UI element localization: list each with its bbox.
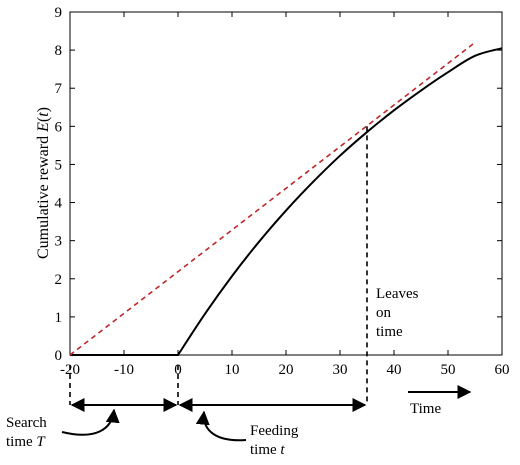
- y-tick-label: 4: [55, 196, 63, 212]
- search-label-text: time: [6, 434, 36, 450]
- time-label: Time: [410, 401, 441, 417]
- search-label-pointer: [61, 408, 120, 436]
- series-layer: [69, 41, 503, 356]
- y-tick-label: 5: [55, 157, 63, 173]
- x-tick-label: 10: [225, 362, 240, 378]
- feeding-label-pointer: [195, 410, 247, 442]
- y-tick-label: 2: [55, 272, 63, 288]
- y-tick-label: 3: [55, 234, 63, 250]
- y-axis-label-arg: t: [35, 112, 52, 117]
- feeding-label-var: t: [280, 442, 285, 458]
- y-tick-label: 9: [55, 5, 63, 21]
- y-axis-label-var: E: [35, 122, 52, 133]
- feeding-label-2: time t: [250, 442, 285, 458]
- y-axis-label-paren-close: ): [35, 107, 52, 112]
- tangent-line: [69, 41, 476, 356]
- search-label-1: Search: [6, 415, 47, 431]
- reward-curve: [70, 47, 503, 356]
- annotation-layer: [61, 126, 472, 442]
- x-tick-label: -10: [114, 362, 134, 378]
- leaves-label-1: Leaves: [376, 286, 419, 302]
- y-axis-label: Cumulative reward E(t): [35, 107, 52, 259]
- plot-frame: [69, 11, 503, 356]
- x-tick-label: 50: [441, 362, 456, 378]
- search-label-2: time T: [6, 434, 46, 450]
- y-tick-label: 8: [55, 43, 63, 59]
- axis-ticks: -20-1001020304050600123456789: [55, 5, 510, 378]
- y-tick-label: 7: [55, 81, 63, 97]
- x-tick-label: 40: [387, 362, 402, 378]
- y-tick-label: 0: [55, 348, 63, 364]
- y-axis-label-prefix: Cumulative reward: [35, 132, 52, 259]
- x-tick-label: 20: [279, 362, 294, 378]
- x-tick-label: 60: [495, 362, 510, 378]
- leaves-label-2: on: [376, 305, 392, 321]
- y-tick-label: 6: [55, 119, 63, 135]
- y-tick-label: 1: [55, 310, 63, 326]
- x-tick-label: 30: [333, 362, 348, 378]
- feeding-label-1: Feeding: [250, 423, 299, 439]
- feeding-label-text: time: [250, 442, 280, 458]
- y-axis-label-paren-open: (: [35, 117, 52, 122]
- leaves-label-3: time: [376, 324, 403, 340]
- search-label-var: T: [36, 434, 46, 450]
